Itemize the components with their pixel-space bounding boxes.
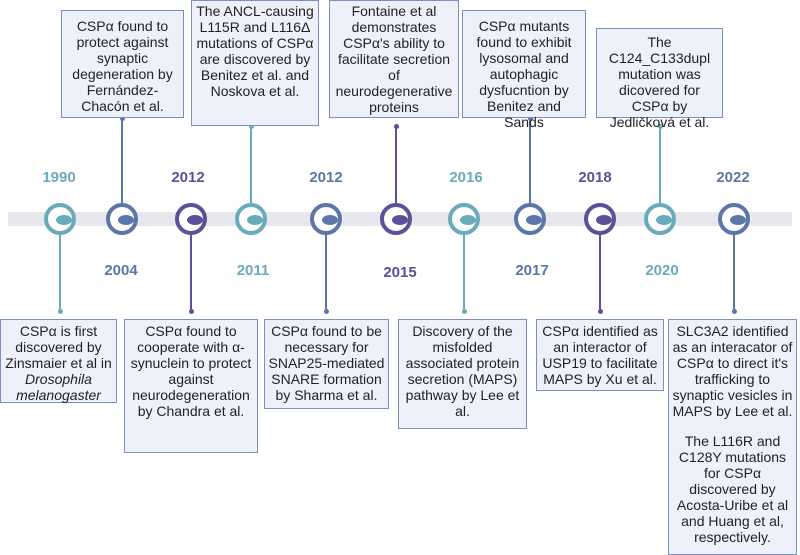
event-box-2018: CSPα identified as an interactor of USP1… — [536, 319, 664, 391]
event-box-1990: CSPα is first discovered by Zinsmaier et… — [0, 319, 117, 403]
event-text-2004: CSPα found to protect against synaptic d… — [72, 18, 173, 114]
event-text-2022a: SLC3A2 identified as an interacator of C… — [672, 323, 793, 419]
year-label-2015: 2015 — [383, 264, 417, 281]
connector-dot-2012a — [188, 309, 194, 314]
year-label-2018: 2018 — [578, 169, 612, 186]
event-text-2018: CSPα identified as an interactor of USP1… — [542, 323, 658, 387]
connector-1990 — [59, 234, 61, 311]
node-2022 — [718, 203, 750, 235]
year-label-2012: 2012 — [309, 169, 343, 186]
event-box-2011: The ANCL-causing L115R and L116Δ mutatio… — [191, 0, 319, 126]
event-box-2017: CSPα mutants found to exhibit lysosomal … — [462, 10, 586, 130]
connector-dot-2004 — [119, 116, 125, 121]
event-box-2004: CSPα found to protect against synaptic d… — [61, 10, 184, 118]
connector-2011 — [250, 126, 252, 206]
event-box-2012b: CSPα found to be necessary for SNAP25-me… — [264, 319, 389, 409]
event-text-2012b: CSPα found to be necessary for SNAP25-me… — [268, 323, 385, 403]
event-box-2022: SLC3A2 identified as an interacator of C… — [668, 319, 797, 555]
year-label-2011: 2011 — [236, 262, 270, 279]
connector-2016 — [463, 234, 465, 311]
event-box-2015: Fontaine et al demonstrates CSPα's abili… — [329, 0, 459, 118]
connector-dot-2011 — [248, 124, 254, 129]
connector-dot-2015 — [393, 124, 399, 129]
year-label-2012: 2012 — [171, 169, 205, 186]
connector-2012b — [325, 234, 327, 311]
event-text-2011: The ANCL-causing L115R and L116Δ mutatio… — [196, 3, 314, 99]
node-2018 — [584, 203, 616, 235]
connector-dot-2022 — [731, 309, 737, 314]
connector-2015 — [395, 126, 397, 206]
event-box-2016: Discovery of the misfolded associated pr… — [398, 319, 527, 429]
node-2020 — [644, 203, 676, 235]
year-label-2004: 2004 — [104, 262, 138, 279]
year-label-2017: 2017 — [515, 262, 549, 279]
node-2016 — [448, 203, 480, 235]
event-text-2015: Fontaine et al demonstrates CSPα's abili… — [335, 3, 453, 115]
connector-dot-1990 — [57, 309, 63, 314]
connector-2020 — [659, 126, 661, 206]
node-2012b — [310, 203, 342, 235]
event-text-2020: The C124_C133dupl mutation was dicovered… — [608, 34, 711, 130]
year-label-2022: 2022 — [716, 169, 750, 186]
connector-2012a — [190, 234, 192, 311]
connector-2018 — [599, 234, 601, 311]
event-text-2016: Discovery of the misfolded associated pr… — [405, 323, 520, 419]
event-box-2012a: CSPα found to cooperate with α-synuclein… — [124, 319, 258, 453]
connector-dot-2020 — [657, 124, 663, 129]
year-label-1990: 1990 — [42, 169, 76, 186]
connector-dot-2017 — [527, 116, 533, 121]
node-2004 — [106, 203, 138, 235]
year-label-2016: 2016 — [449, 169, 483, 186]
event-text-2012a: CSPα found to cooperate with α-synuclein… — [130, 323, 252, 419]
connector-2004 — [121, 118, 123, 206]
connector-dot-2018 — [597, 309, 603, 314]
event-text-1990: CSPα is first discovered by Zinsmaier et… — [5, 323, 112, 371]
node-1990 — [44, 203, 76, 235]
connector-dot-2012b — [323, 309, 329, 314]
event-text-2017: CSPα mutants found to exhibit lysosomal … — [476, 18, 572, 130]
node-2017 — [514, 203, 546, 235]
year-label-2020: 2020 — [645, 262, 679, 279]
event-text-2022b: The L116R and C128Y mutations for CSPα d… — [676, 433, 789, 545]
node-2015 — [380, 203, 412, 235]
connector-2017 — [529, 118, 531, 206]
connector-dot-2016 — [461, 309, 467, 314]
connector-2022 — [733, 234, 735, 311]
node-2012a — [175, 203, 207, 235]
event-box-2020: The C124_C133dupl mutation was dicovered… — [596, 28, 723, 130]
node-2011 — [235, 203, 267, 235]
event-text-1990-species: Drosophila melanogaster — [16, 371, 101, 403]
